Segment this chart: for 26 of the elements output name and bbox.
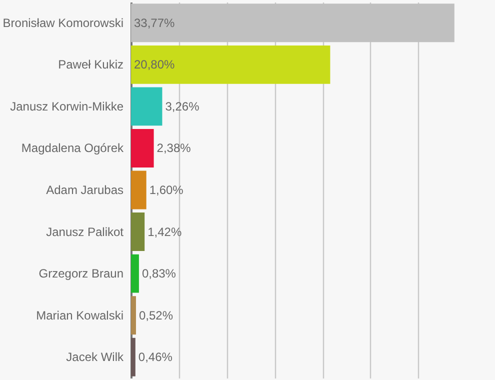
bar [131, 212, 145, 251]
y-tick-label: Marian Kowalski [36, 308, 124, 322]
y-tick-label: Grzegorz Braun [38, 266, 124, 281]
y-tick-label: Paweł Kukiz [58, 58, 124, 72]
data-label: 0,52% [138, 308, 174, 322]
bar [131, 254, 139, 293]
bar [131, 87, 162, 126]
bar [131, 296, 136, 335]
y-tick-label: Janusz Korwin-Mikke [10, 99, 124, 114]
bar [131, 338, 136, 376]
data-label: 20,80% [134, 58, 176, 72]
data-label: 2,38% [156, 141, 192, 156]
y-tick-label: Bronisław Komorowski [2, 16, 124, 30]
y-tick-label: Adam Jarubas [46, 183, 124, 197]
data-label: 1,42% [148, 224, 182, 239]
y-tick-label: Magdalena Ogórek [21, 141, 124, 156]
bar [131, 45, 330, 84]
data-label: 1,60% [149, 183, 184, 197]
data-label: 0,83% [142, 266, 176, 281]
data-label: 33,77% [134, 16, 176, 30]
y-tick-label: Jacek Wilk [66, 350, 124, 364]
data-label: 0,46% [138, 350, 173, 364]
y-tick-label: Janusz Palikot [46, 224, 124, 239]
bar [131, 170, 146, 210]
bar [131, 129, 154, 168]
data-label: 3,26% [165, 99, 200, 114]
